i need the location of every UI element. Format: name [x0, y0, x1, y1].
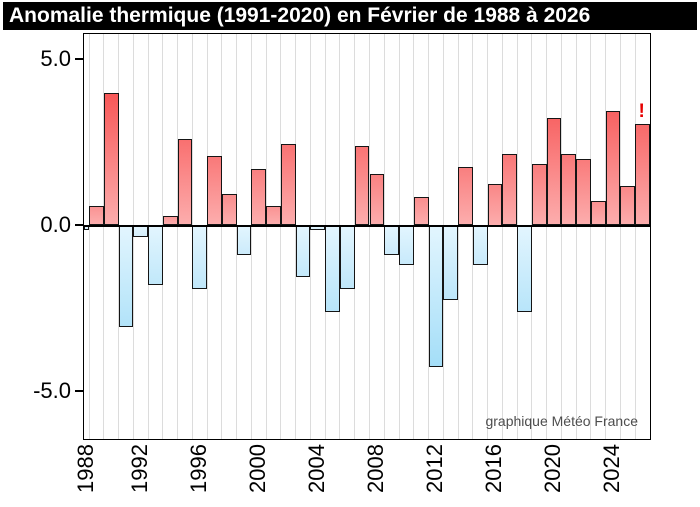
- y-tick-label: -5.0: [33, 377, 71, 403]
- bar-2021: [561, 154, 577, 226]
- bar-2008: [369, 174, 385, 226]
- bar-2025: [620, 185, 636, 226]
- gridline: [103, 34, 105, 439]
- bar-2026: [635, 124, 650, 226]
- bar-2007: [354, 145, 370, 226]
- gridline: [457, 34, 459, 439]
- gridline: [88, 34, 90, 439]
- gridline: [619, 34, 621, 439]
- bar-2000: [251, 169, 267, 226]
- bar-1998: [221, 193, 237, 226]
- gridline: [162, 34, 164, 439]
- bar-2023: [590, 200, 606, 226]
- bar-2001: [266, 205, 281, 226]
- bar-2006: [339, 225, 355, 289]
- y-tick: [75, 389, 83, 392]
- y-tick: [75, 57, 83, 60]
- bar-2010: [399, 225, 414, 266]
- x-tick-label: 1996: [185, 444, 211, 493]
- bar-2020: [546, 117, 562, 226]
- bar-2015: [472, 225, 488, 266]
- bar-1999: [236, 225, 252, 256]
- y-tick-label: 0.0: [40, 211, 71, 237]
- x-tick-label: 2000: [244, 444, 270, 493]
- gridline: [250, 34, 252, 439]
- gridline: [413, 34, 415, 439]
- gridline: [265, 34, 267, 439]
- plot-area: [83, 33, 651, 440]
- bar-1993: [148, 225, 163, 286]
- bar-2019: [531, 164, 547, 226]
- bar-2016: [487, 184, 503, 226]
- bar-2017: [502, 154, 518, 226]
- bar-2012: [428, 225, 444, 367]
- bar-2024: [605, 110, 621, 226]
- credit-text: graphique Météo France: [485, 413, 638, 429]
- chart-title: Anomalie thermique (1991-2020) en Févrie…: [3, 2, 697, 30]
- y-tick-label: 5.0: [40, 45, 71, 71]
- gridline: [575, 34, 577, 439]
- x-tick-label: 2020: [540, 444, 566, 493]
- bar-1997: [207, 155, 222, 226]
- gridline: [605, 34, 607, 439]
- alert-exclamation-mark: !: [638, 101, 645, 123]
- gridline: [531, 34, 533, 439]
- zero-line: [84, 224, 650, 227]
- bar-1989: [89, 205, 104, 226]
- bar-1990: [103, 92, 119, 226]
- gridline: [501, 34, 503, 439]
- gridline: [354, 34, 356, 439]
- y-tick: [75, 223, 83, 226]
- bar-2005: [325, 225, 340, 312]
- bar-1992: [133, 225, 149, 238]
- bar-1996: [192, 225, 208, 289]
- bar-1991: [118, 225, 134, 327]
- x-tick-label: 2016: [480, 444, 506, 493]
- bar-1995: [177, 139, 193, 226]
- bar-2003: [295, 225, 311, 277]
- bar-2011: [413, 197, 429, 226]
- bar-2014: [458, 167, 473, 226]
- x-tick-label: 2012: [421, 444, 447, 493]
- gridline: [280, 34, 282, 439]
- gridline: [177, 34, 179, 439]
- gridline: [560, 34, 562, 439]
- gridline: [206, 34, 208, 439]
- bar-2022: [576, 159, 591, 226]
- x-tick-label: 2004: [303, 444, 329, 493]
- x-tick-label: 2024: [599, 444, 625, 493]
- x-tick-label: 1988: [73, 444, 98, 493]
- gridline: [487, 34, 489, 439]
- bar-2013: [443, 225, 459, 301]
- gridline: [590, 34, 592, 439]
- gridline: [546, 34, 548, 439]
- gridline: [221, 34, 223, 439]
- gridline: [309, 34, 311, 439]
- gridline: [369, 34, 370, 439]
- x-tick-label: 2008: [362, 444, 388, 493]
- bar-2009: [384, 225, 399, 256]
- bar-2018: [517, 225, 532, 312]
- gridline: [634, 34, 636, 439]
- bar-2002: [280, 144, 296, 226]
- x-tick-label: 1992: [126, 444, 152, 493]
